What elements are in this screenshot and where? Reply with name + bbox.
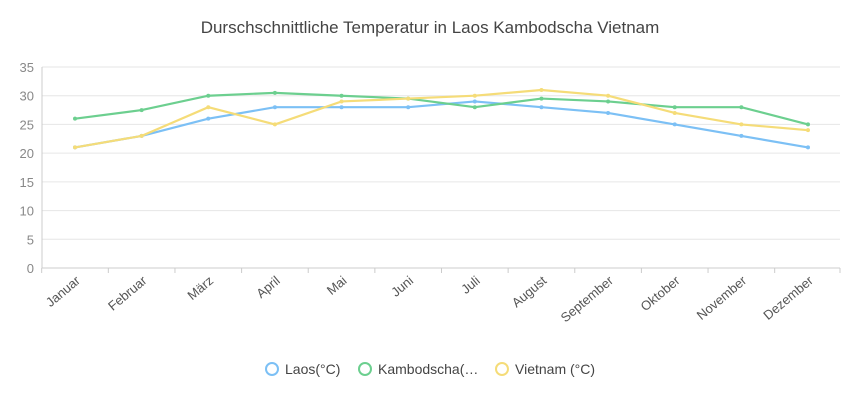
data-point[interactable]	[73, 145, 77, 150]
legend-item[interactable]: Kambodscha(…	[358, 361, 478, 377]
legend-item[interactable]: Laos(°C)	[265, 361, 340, 377]
series-line	[74, 100, 809, 149]
x-tick-label: Dezember	[760, 272, 816, 322]
chart-title: Durschschnittliche Temperatur in Laos Ka…	[201, 18, 660, 37]
legend-item[interactable]: Vietnam (°C)	[495, 361, 595, 377]
data-point[interactable]	[606, 110, 611, 115]
x-tick-label: September	[558, 272, 617, 325]
data-point[interactable]	[272, 105, 277, 110]
data-point[interactable]	[739, 133, 744, 138]
data-point[interactable]	[73, 116, 77, 121]
data-point[interactable]	[672, 122, 677, 127]
legend-marker-icon	[265, 362, 279, 376]
y-tick-label: 15	[20, 175, 34, 190]
data-point[interactable]	[539, 87, 544, 92]
y-tick-label: 30	[20, 89, 34, 104]
data-point[interactable]	[339, 105, 344, 110]
x-tick-label: Juli	[458, 273, 483, 297]
data-point[interactable]	[339, 99, 344, 104]
x-tick-label: August	[509, 273, 550, 311]
x-tick-label: Januar	[43, 272, 84, 309]
data-point[interactable]	[272, 122, 277, 127]
data-point[interactable]	[739, 105, 744, 110]
y-tick-label: 10	[20, 204, 34, 219]
data-point[interactable]	[672, 105, 677, 110]
x-tick-label: November	[694, 272, 750, 322]
data-point[interactable]	[806, 122, 810, 127]
data-point[interactable]	[606, 99, 611, 104]
series-line	[74, 91, 809, 126]
data-point[interactable]	[672, 110, 677, 115]
x-tick-label: April	[253, 273, 283, 301]
x-tick-label: Februar	[105, 272, 150, 313]
data-point[interactable]	[139, 133, 144, 138]
x-tick-label: Mai	[324, 273, 350, 298]
data-point[interactable]	[206, 93, 211, 98]
data-point[interactable]	[739, 122, 744, 127]
legend-marker-icon	[358, 362, 372, 376]
x-tick-label: Juni	[388, 273, 416, 300]
data-point[interactable]	[406, 105, 411, 110]
y-tick-label: 35	[20, 60, 34, 75]
data-point[interactable]	[472, 93, 477, 98]
data-point[interactable]	[206, 105, 211, 110]
data-point[interactable]	[272, 90, 277, 95]
series-line	[74, 88, 809, 149]
x-tick-label: Oktober	[638, 272, 684, 314]
data-point[interactable]	[472, 99, 477, 104]
data-point[interactable]	[206, 116, 211, 121]
y-tick-label: 0	[27, 261, 34, 276]
data-point[interactable]	[539, 105, 544, 110]
y-tick-label: 20	[20, 146, 34, 161]
legend-label: Laos(°C)	[285, 361, 340, 377]
data-point[interactable]	[139, 108, 144, 113]
y-tick-label: 5	[27, 232, 34, 247]
legend-label: Vietnam (°C)	[515, 361, 595, 377]
y-tick-label: 25	[20, 117, 34, 132]
legend-marker-icon	[495, 362, 509, 376]
data-point[interactable]	[806, 128, 810, 133]
x-tick-label: März	[184, 273, 216, 303]
data-point[interactable]	[606, 93, 611, 98]
data-point[interactable]	[472, 105, 477, 110]
data-point[interactable]	[806, 145, 810, 150]
data-point[interactable]	[539, 96, 544, 101]
legend-label: Kambodscha(…	[378, 361, 478, 377]
data-point[interactable]	[406, 96, 411, 101]
data-point[interactable]	[339, 93, 344, 98]
